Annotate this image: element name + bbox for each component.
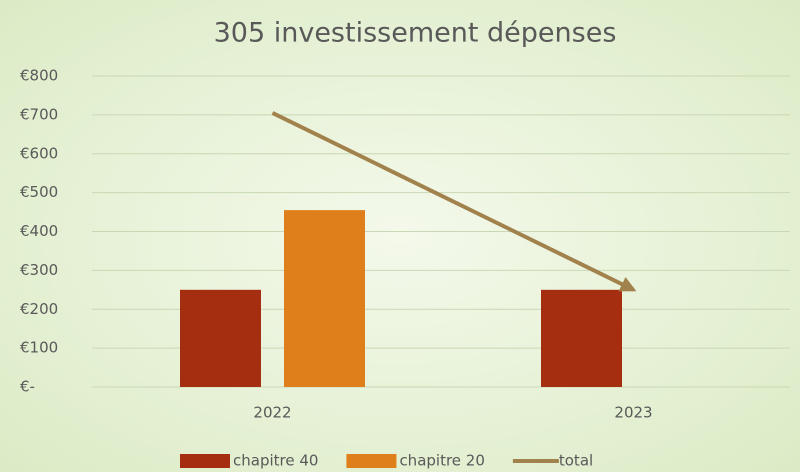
y-tick-label: €400 xyxy=(20,222,58,240)
legend-label: total xyxy=(559,452,593,470)
legend-swatch xyxy=(346,454,397,468)
legend-label: chapitre 40 xyxy=(233,452,318,470)
chart-title: 305 investissement dépenses xyxy=(214,18,617,49)
y-tick-label: €700 xyxy=(20,105,58,123)
y-tick-label: €500 xyxy=(20,183,58,201)
y-tick-label: €200 xyxy=(20,300,58,318)
bar xyxy=(180,289,261,387)
y-tick-label: €600 xyxy=(20,144,58,162)
x-tick-label: 2023 xyxy=(614,404,652,422)
bar xyxy=(541,289,622,387)
y-tick-label: €300 xyxy=(20,261,58,279)
x-tick-label: 2022 xyxy=(253,404,291,422)
y-tick-label: €- xyxy=(20,378,35,396)
y-tick-label: €100 xyxy=(20,339,58,357)
legend-label: chapitre 20 xyxy=(399,452,484,470)
legend-swatch xyxy=(180,454,230,468)
bar xyxy=(284,210,365,387)
y-tick-label: €800 xyxy=(20,67,58,85)
line xyxy=(271,111,637,292)
